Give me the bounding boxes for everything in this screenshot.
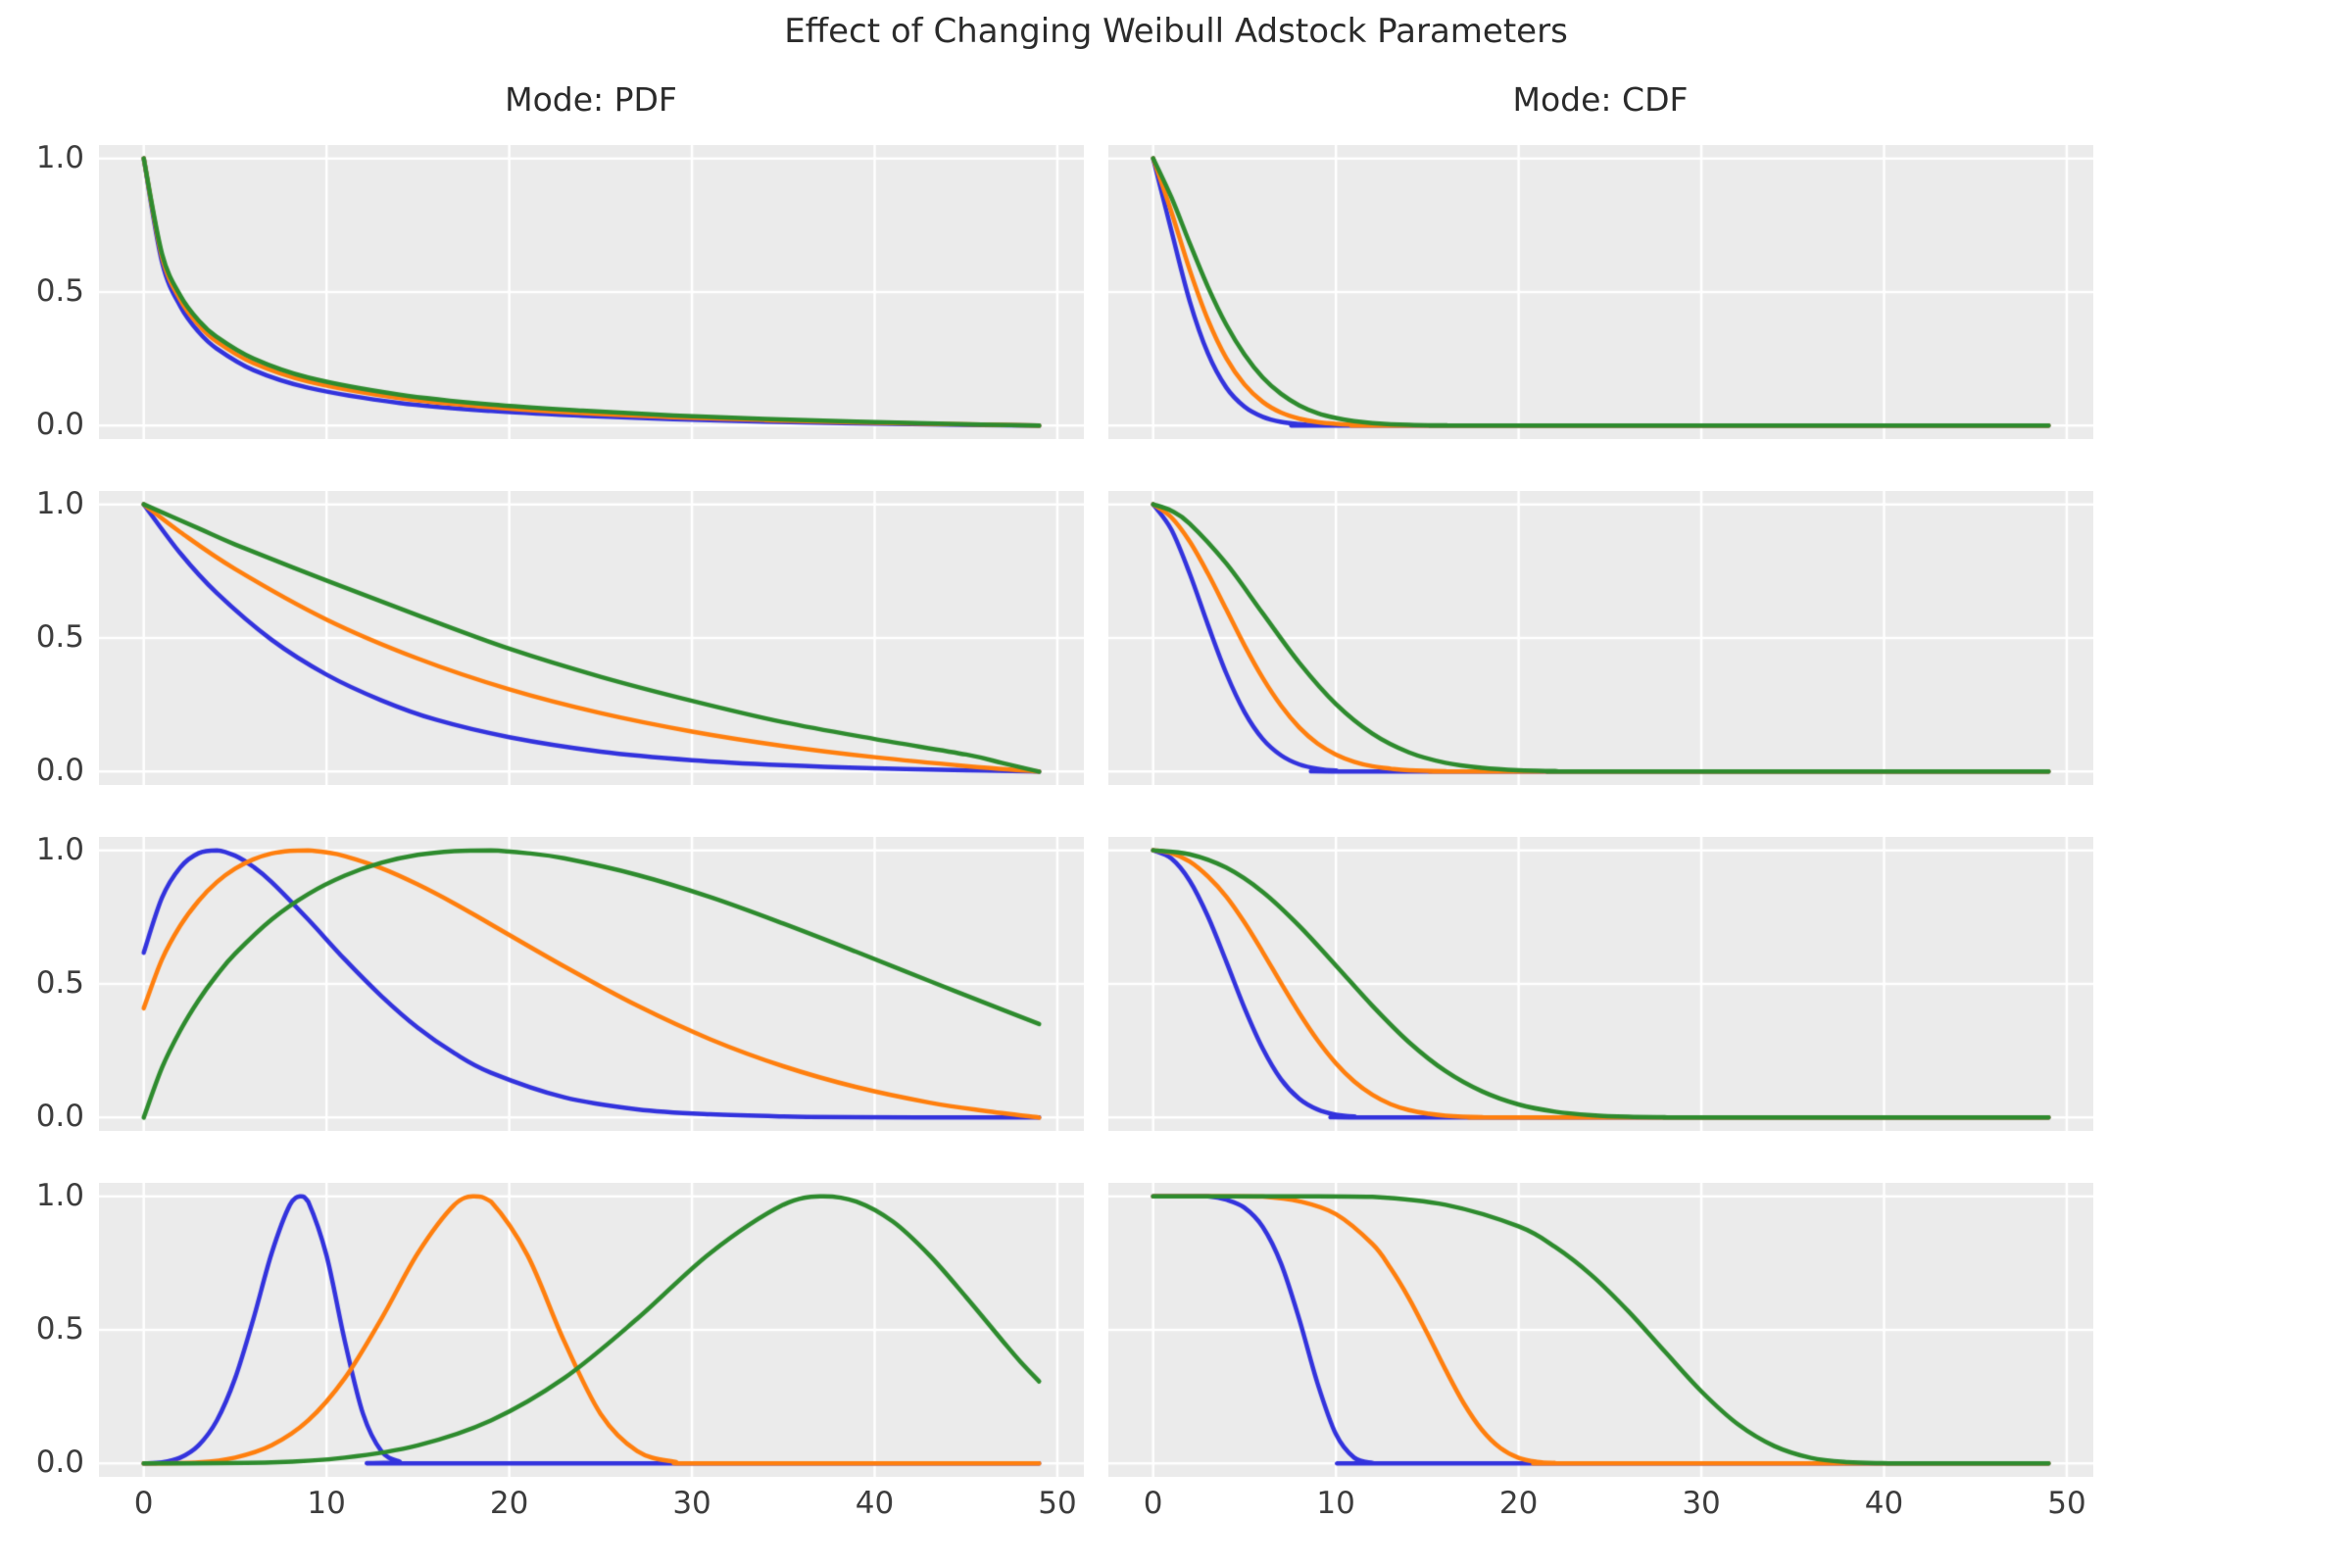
y-tick-label: 1.0 [35,485,84,521]
subplot-row4-pdf [99,1183,1084,1477]
x-tick-label: 30 [672,1486,711,1521]
x-tick-label: 0 [1143,1486,1163,1521]
y-tick-label: 1.0 [35,139,84,175]
y-tick-label: 0.0 [35,1445,84,1481]
x-tick-label: 20 [489,1486,529,1521]
y-tick-label: 0.5 [35,1311,84,1347]
y-tick-label: 1.0 [35,831,84,867]
subplot-row3-pdf [99,837,1084,1131]
x-tick-label: 0 [133,1486,154,1521]
x-tick-label: 30 [1682,1486,1721,1521]
x-tick-label: 20 [1498,1486,1539,1521]
x-tick-label: 50 [1038,1486,1077,1521]
y-tick-label: 0.0 [35,753,84,789]
x-tick-label: 10 [1316,1486,1355,1521]
y-tick-label: 0.5 [35,273,84,309]
x-tick-label: 40 [855,1486,895,1521]
column-title-cdf: Mode: CDF [1512,80,1689,119]
subplot-row3-cdf [1108,837,2093,1131]
subplot-row2-pdf [99,491,1084,785]
y-tick-label: 0.5 [35,965,84,1001]
x-tick-label: 50 [2047,1486,2086,1521]
y-tick-label: 1.0 [35,1177,84,1213]
figure-title: Effect of Changing Weibull Adstock Param… [784,12,1568,51]
x-tick-label: 40 [1864,1486,1904,1521]
subplot-row1-cdf [1108,145,2093,439]
subplot-row4-cdf [1108,1183,2093,1477]
subplot-row2-cdf [1108,491,2093,785]
subplot-row1-pdf [99,145,1084,439]
column-title-pdf: Mode: PDF [505,80,677,119]
y-tick-label: 0.0 [35,407,84,443]
y-tick-label: 0.5 [35,619,84,655]
y-tick-label: 0.0 [35,1099,84,1135]
x-tick-label: 10 [307,1486,346,1521]
